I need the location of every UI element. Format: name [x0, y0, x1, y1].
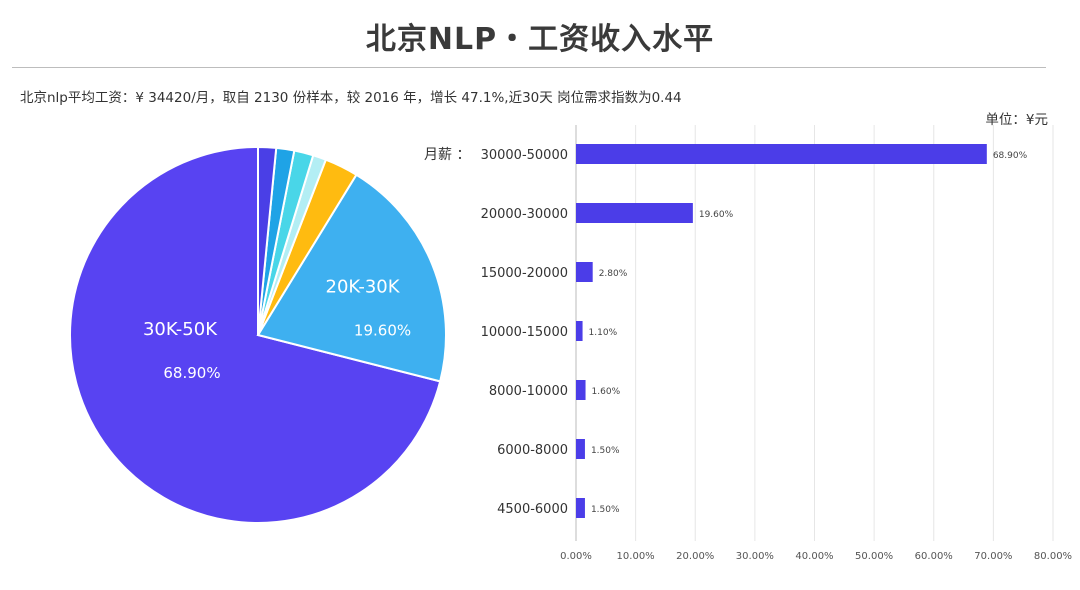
category-label: 10000-15000 [481, 325, 568, 340]
bar-value-label: 2.80% [599, 269, 628, 279]
category-label: 20000-30000 [481, 207, 568, 222]
x-tick-label: 10.00% [617, 551, 655, 560]
x-tick-label: 0.00% [560, 551, 592, 560]
page-title: 北京NLP・工资收入水平 [365, 22, 715, 57]
axis-prefix-label: 月薪 ： [424, 147, 470, 163]
pie-slice-6 [257, 145, 278, 336]
x-tick-label: 30.00% [736, 551, 774, 560]
category-label: 4500-6000 [497, 502, 568, 517]
bar [576, 439, 585, 459]
x-tick-label: 60.00% [915, 551, 953, 560]
x-tick-label: 50.00% [855, 551, 893, 560]
salary-pie-chart: 30K-50K 68.90% 20K-30K 19.60% [68, 145, 447, 524]
pie-value-label-1: 19.60% [354, 322, 411, 340]
bar [576, 203, 693, 223]
bar [576, 262, 593, 282]
x-tick-label: 70.00% [974, 551, 1012, 560]
pie-slice-1 [256, 173, 447, 383]
pie-label-0: 30K-50K [143, 319, 218, 340]
salary-summary: 北京nlp平均工资：¥ 34420/月，取自 2130 份样本，较 2016 年… [20, 90, 682, 106]
pie-value-label-0: 68.90% [163, 364, 220, 382]
bar [576, 498, 585, 518]
bar-value-label: 68.90% [993, 151, 1028, 161]
unit-label: 单位：¥元 [985, 112, 1048, 128]
bar-value-label: 1.10% [589, 328, 618, 338]
title-divider [12, 67, 1046, 68]
bar-value-label: 19.60% [699, 210, 734, 220]
bar [576, 380, 586, 400]
pie-label-1: 20K-30K [326, 277, 401, 298]
bar [576, 144, 987, 164]
bar-value-label: 1.60% [592, 387, 621, 397]
category-label: 8000-10000 [489, 384, 568, 399]
category-label: 30000-50000 [481, 148, 568, 163]
bar-value-label: 1.50% [591, 446, 620, 456]
salary-bar-chart: 0.00% 10.00% 20.00% 30.00% 40.00% 50.00% 60.00… [424, 125, 1072, 560]
x-tick-label: 80.00% [1034, 551, 1072, 560]
bar-value-label: 1.50% [591, 505, 620, 515]
x-tick-label: 40.00% [795, 551, 833, 560]
bar [576, 321, 583, 341]
category-label: 6000-8000 [497, 443, 568, 458]
x-tick-label: 20.00% [676, 551, 714, 560]
category-label: 15000-20000 [481, 266, 568, 281]
pie-slice-0 [68, 145, 442, 524]
